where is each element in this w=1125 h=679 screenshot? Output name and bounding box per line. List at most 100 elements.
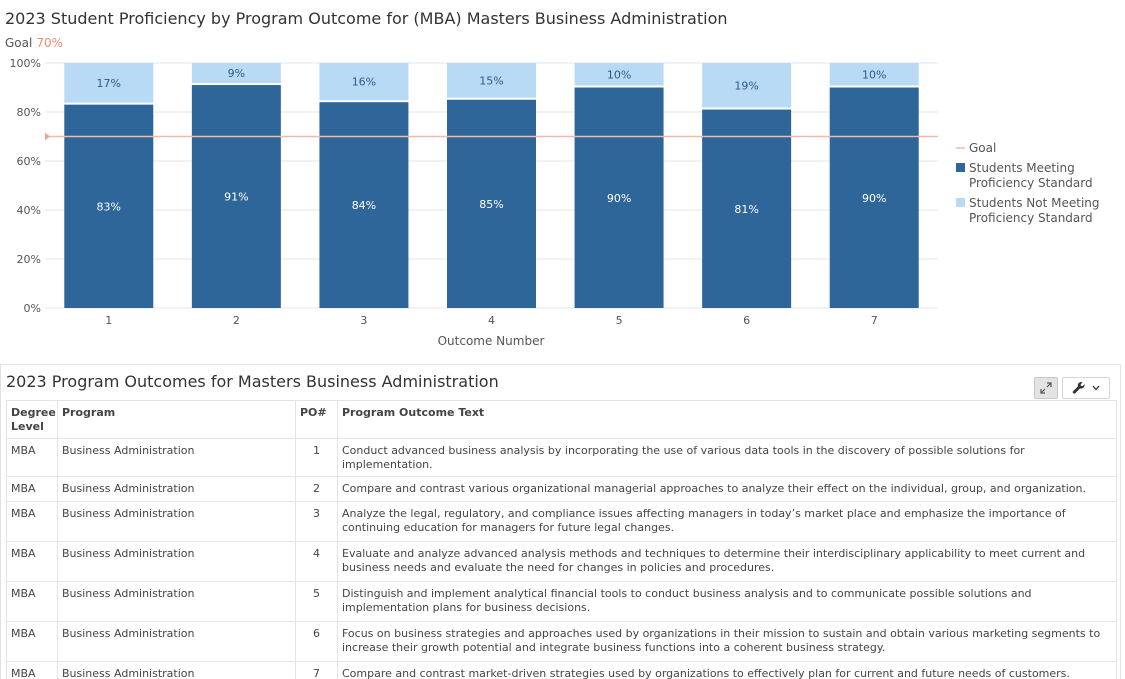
outcomes-panel: 2023 Program Outcomes for Masters Busine… <box>0 364 1121 679</box>
cell-degree: MBA <box>6 501 58 542</box>
bar-meeting <box>447 99 536 308</box>
cell-po: 1 <box>295 438 338 477</box>
cell-po: 2 <box>295 476 338 502</box>
cell-po: 7 <box>295 661 338 679</box>
column-header-program[interactable]: Program <box>57 400 296 439</box>
data-label-not-meeting: 9% <box>228 67 245 80</box>
cell-outcome-text: Conduct advanced business analysis by in… <box>337 438 1117 477</box>
cell-program: Business Administration <box>57 541 296 582</box>
legend-meeting-label: Students Meeting <box>969 161 1075 175</box>
data-label-not-meeting: 19% <box>734 79 758 92</box>
x-tick-label: 2 <box>233 314 240 327</box>
legend-meeting-swatch <box>956 163 965 172</box>
chart-title: 2023 Student Proficiency by Program Outc… <box>5 9 728 28</box>
table-row: MBA Business Administration 7 Compare an… <box>6 661 1117 679</box>
label-layer: 83% 17% 91% 9% 84% 16% 85% 15% 90% 10% 81% 19% 90% 10… <box>97 67 887 216</box>
cell-program: Business Administration <box>57 438 296 477</box>
cell-program: Business Administration <box>57 581 296 622</box>
y-tick-label: 20% <box>17 253 41 266</box>
x-tick-label: 1 <box>105 314 112 327</box>
legend-not-meeting-label: Proficiency Standard <box>969 211 1093 225</box>
cell-po: 4 <box>295 541 338 582</box>
x-tick-label: 7 <box>871 314 878 327</box>
data-label-meeting: 90% <box>607 192 631 205</box>
bar-layer <box>64 63 919 309</box>
bar-not-meeting <box>447 63 536 98</box>
data-label-meeting: 81% <box>734 203 758 216</box>
column-header-outcome-text[interactable]: Program Outcome Text <box>337 400 1117 439</box>
cell-outcome-text: Focus on business strategies and approac… <box>337 621 1117 662</box>
x-tick-label: 5 <box>616 314 623 327</box>
bar-meeting <box>64 104 154 309</box>
legend-not-meeting-swatch <box>956 198 965 207</box>
bar-meeting <box>702 109 792 308</box>
bar-not-meeting <box>319 63 409 101</box>
y-tick-label: 80% <box>17 106 41 119</box>
goal-caption: Goal 70% <box>5 36 63 50</box>
data-label-meeting: 84% <box>352 199 376 212</box>
proficiency-chart: 83%17%91%9%84%16%85%15%90%10%81%19%90%10… <box>10 57 1100 348</box>
data-label-not-meeting: 10% <box>607 68 631 81</box>
cell-degree: MBA <box>6 581 58 622</box>
cell-po: 5 <box>295 581 338 622</box>
cell-outcome-text: Compare and contrast various organizatio… <box>337 476 1117 502</box>
y-tick-label: 0% <box>24 302 41 315</box>
column-header-degree-level[interactable]: Degree Level <box>6 400 58 439</box>
cell-po: 6 <box>295 621 338 662</box>
cell-degree: MBA <box>6 661 58 679</box>
data-label-meeting: 83% <box>97 200 121 213</box>
cell-program: Business Administration <box>57 661 296 679</box>
legend-goal-label: Goal <box>969 141 996 155</box>
data-label-meeting: 85% <box>479 198 503 211</box>
table-row: MBA Business Administration 5 Distinguis… <box>6 581 1117 622</box>
cell-program: Business Administration <box>57 501 296 542</box>
y-tick-label: 100% <box>10 57 41 70</box>
y-tick-label: 40% <box>17 204 41 217</box>
cell-outcome-text: Evaluate and analyze advanced analysis m… <box>337 541 1117 582</box>
cell-outcome-text: Distinguish and implement analytical fin… <box>337 581 1117 622</box>
x-tick-label: 6 <box>743 314 750 327</box>
data-label-not-meeting: 16% <box>352 76 376 89</box>
cell-degree: MBA <box>6 476 58 502</box>
legend-not-meeting-label: Students Not Meeting <box>969 196 1100 210</box>
table-row: MBA Business Administration 1 Conduct ad… <box>6 438 1117 477</box>
cell-degree: MBA <box>6 621 58 662</box>
cell-degree: MBA <box>6 541 58 582</box>
chevron-down-icon <box>1092 385 1100 391</box>
wrench-icon <box>1072 382 1085 394</box>
goal-marker <box>45 132 50 141</box>
table-row: MBA Business Administration 6 Focus on b… <box>6 621 1117 662</box>
bar-meeting <box>191 85 281 308</box>
cell-outcome-text: Analyze the legal, regulatory, and compl… <box>337 501 1117 542</box>
bar-meeting <box>829 87 919 308</box>
goal-caption-value: 70% <box>36 36 63 50</box>
data-label-not-meeting: 10% <box>862 68 886 81</box>
bar-not-meeting <box>829 63 919 86</box>
data-label-not-meeting: 15% <box>479 74 503 87</box>
expand-button[interactable] <box>1034 377 1058 399</box>
bar-meeting <box>574 87 664 308</box>
bar-not-meeting <box>702 63 792 108</box>
table-header-row: Degree Level Program PO# Program Outcome… <box>6 400 1117 439</box>
legend-meeting-label: Proficiency Standard <box>969 176 1093 190</box>
bar-not-meeting <box>191 63 281 84</box>
goal-layer <box>45 132 938 141</box>
axis-layer: 0% 20% 40% 60% 80% 100% 1 2 3 4 5 6 7 <box>10 57 878 327</box>
table-row: MBA Business Administration 2 Compare an… <box>6 476 1117 502</box>
column-header-po[interactable]: PO# <box>295 400 338 439</box>
outcomes-table: Degree Level Program PO# Program Outcome… <box>6 400 1117 679</box>
cell-program: Business Administration <box>57 476 296 502</box>
bar-not-meeting <box>574 63 664 86</box>
table-row: MBA Business Administration 4 Evaluate a… <box>6 541 1117 582</box>
goal-caption-label: Goal <box>5 36 33 50</box>
y-tick-label: 60% <box>17 155 41 168</box>
expand-icon <box>1040 382 1052 394</box>
data-label-meeting: 91% <box>224 191 248 204</box>
cell-outcome-text: Compare and contrast market-driven strat… <box>337 661 1117 679</box>
x-tick-label: 3 <box>360 314 367 327</box>
data-label-not-meeting: 17% <box>97 77 121 90</box>
tools-menu-button[interactable] <box>1062 377 1110 399</box>
data-label-meeting: 90% <box>862 192 886 205</box>
cell-po: 3 <box>295 501 338 542</box>
